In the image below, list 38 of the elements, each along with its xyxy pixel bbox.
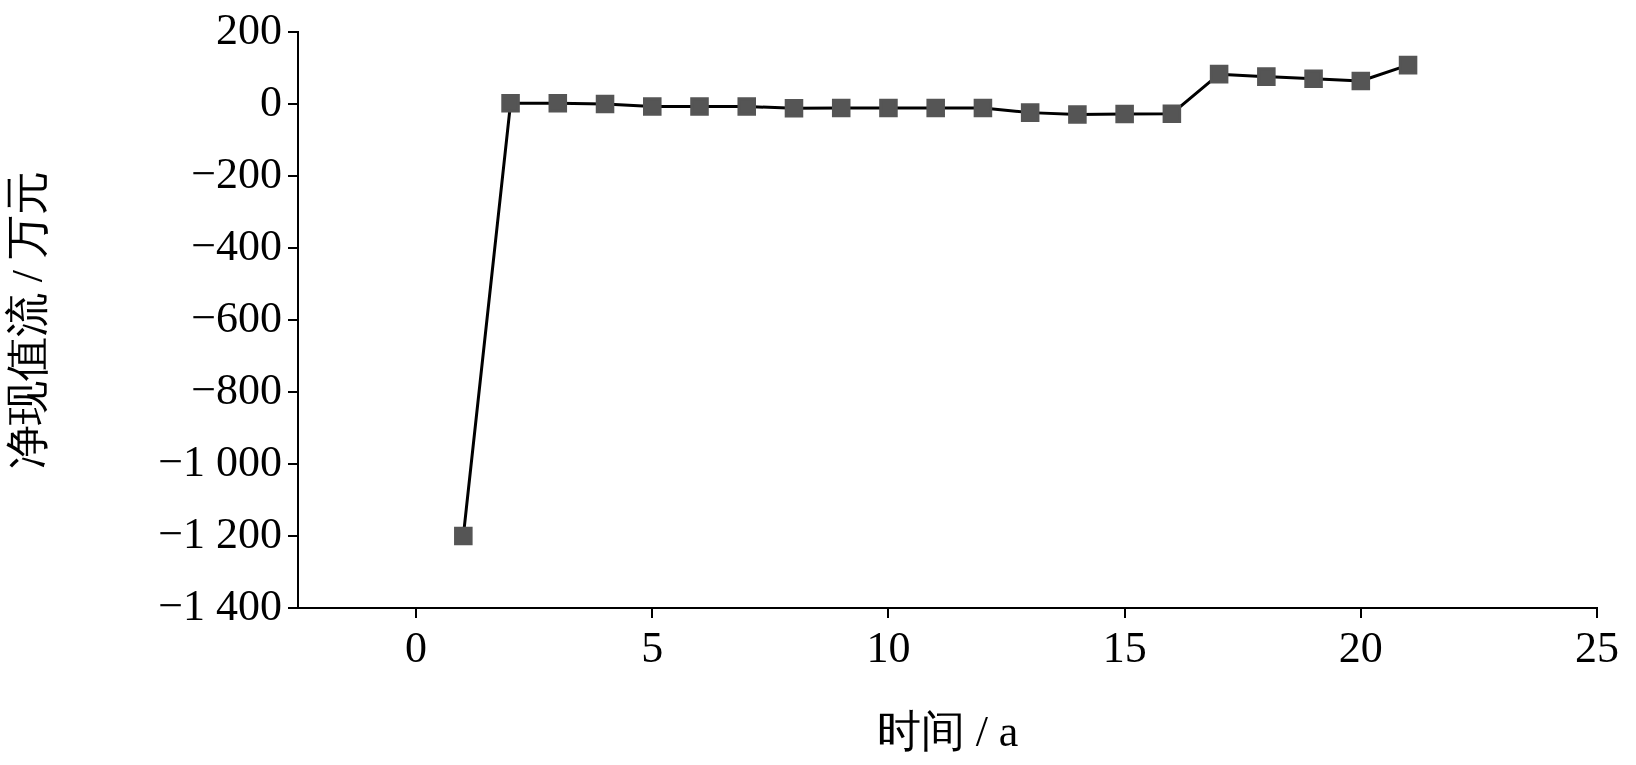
x-tick-label: 5 — [641, 622, 664, 672]
point — [973, 98, 993, 118]
y-tick-label: 200 — [216, 4, 282, 54]
y-tick-label: −600 — [191, 292, 282, 342]
y-tick-label: −1 200 — [158, 508, 282, 558]
x-axis-title: 时间 / a — [876, 707, 1019, 757]
point — [1398, 55, 1418, 75]
y-axis-title: 净现值流 / 万元 — [2, 171, 52, 470]
y-tick-label: −400 — [191, 220, 282, 270]
point — [1115, 104, 1134, 124]
y-tick-label: −800 — [191, 364, 282, 414]
point — [643, 97, 662, 116]
x-tick-label: 10 — [866, 622, 911, 672]
point — [548, 93, 568, 113]
point — [1304, 69, 1323, 89]
point — [737, 97, 757, 116]
point — [1209, 64, 1229, 84]
x-tick-label: 0 — [405, 622, 428, 672]
point — [1351, 71, 1371, 91]
point — [926, 98, 945, 118]
point — [1068, 105, 1087, 124]
y-tick-label: −1 400 — [158, 580, 282, 630]
x-tick-label: 15 — [1102, 622, 1147, 672]
point — [1162, 104, 1182, 123]
point — [879, 98, 898, 118]
y-tick-label: −200 — [191, 148, 282, 198]
point — [501, 93, 520, 113]
point — [784, 99, 804, 118]
y-tick-label: −1 000 — [158, 436, 282, 486]
point — [454, 526, 473, 546]
x-tick-label: 25 — [1575, 622, 1619, 672]
y-tick-label: 0 — [260, 76, 282, 126]
point — [831, 98, 851, 118]
point — [1257, 67, 1276, 86]
point — [690, 97, 709, 116]
point — [1020, 103, 1040, 122]
point — [595, 94, 615, 114]
x-tick-label: 20 — [1338, 622, 1383, 672]
